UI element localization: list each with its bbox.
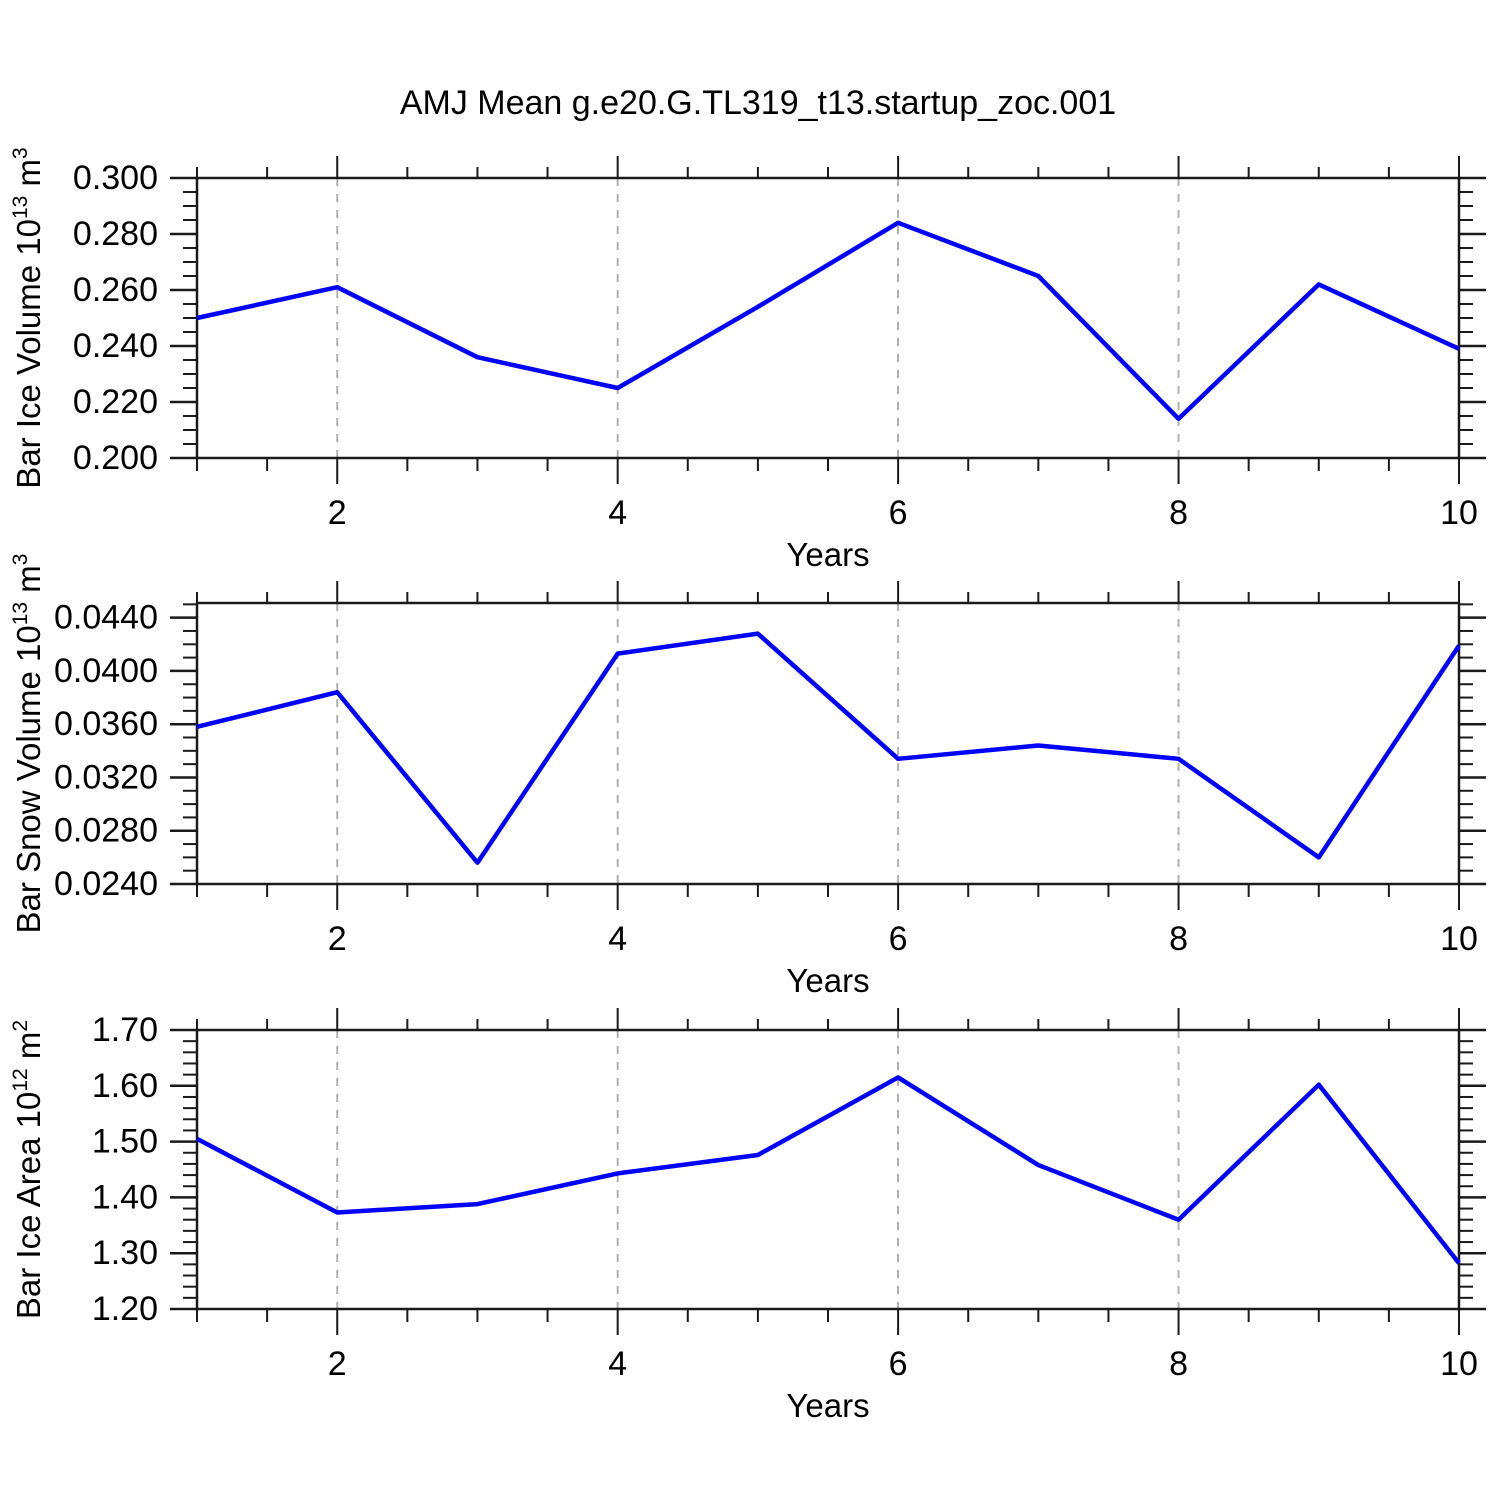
bar-ice-area-line — [195, 1075, 1461, 1265]
y-tick-label: 1.60 — [92, 1067, 158, 1105]
y-axis-title: Bar Snow Volume 1013 m3 — [9, 554, 47, 934]
y-tick-label: 1.50 — [92, 1123, 158, 1161]
x-tick-label: 4 — [608, 1345, 627, 1383]
panel-bar-ice-volume: 0.200 0.220 0.240 0.260 0.280 0.300 2 4 6 8 10 Year… — [9, 147, 1486, 573]
chart-title: AMJ Mean g.e20.G.TL319_t13.startup_zoc.0… — [399, 84, 1117, 122]
y-tick-label: 0.0240 — [54, 865, 158, 903]
x-tick-label: 8 — [1169, 494, 1188, 532]
y-tick-label: 0.200 — [73, 439, 158, 477]
panel-bar-ice-area: 1.20 1.30 1.40 1.50 1.60 1.70 2 4 6 8 10 Years Bar I… — [9, 1008, 1486, 1424]
x-tick-label: 4 — [608, 920, 627, 958]
y-tick-label: 1.20 — [92, 1290, 158, 1328]
y-tick-label: 0.260 — [73, 271, 158, 309]
x-axis-title: Years — [786, 962, 869, 999]
plot-box — [195, 1028, 1461, 1311]
panel-bar-snow-volume: 0.0240 0.0280 0.0320 0.0360 0.0400 0.0440 2 4 6 8… — [9, 554, 1486, 999]
x-tick-label: 10 — [1440, 920, 1478, 958]
y-tick-label: 1.70 — [92, 1011, 158, 1049]
x-tick-label: 6 — [889, 494, 908, 532]
y-tick-label: 0.0360 — [54, 705, 158, 743]
plot-box — [195, 176, 1461, 460]
y-tick-label: 0.220 — [73, 383, 158, 421]
bar-snow-volume-line — [196, 631, 1461, 865]
x-tick-label: 2 — [328, 920, 347, 958]
x-axis-title: Years — [786, 1387, 869, 1424]
y-tick-label: 0.300 — [73, 159, 158, 197]
y-axis-title: Bar Ice Volume 1013 m3 — [9, 147, 47, 488]
y-tick-label: 1.30 — [92, 1234, 158, 1272]
x-tick-label: 6 — [889, 920, 908, 958]
bar-ice-volume-line — [196, 220, 1460, 422]
y-tick-label: 0.0320 — [54, 758, 158, 796]
x-tick-label: 4 — [608, 494, 627, 532]
y-tick-label: 0.0440 — [54, 599, 158, 637]
y-tick-label: 0.280 — [73, 215, 158, 253]
x-tick-label: 10 — [1440, 1345, 1478, 1383]
y-tick-label: 1.40 — [92, 1178, 158, 1216]
x-tick-label: 2 — [328, 1345, 347, 1383]
x-tick-label: 8 — [1169, 920, 1188, 958]
y-tick-label: 0.240 — [73, 327, 158, 365]
x-tick-label: 10 — [1440, 494, 1478, 532]
y-tick-label: 0.0280 — [54, 812, 158, 850]
x-tick-label: 2 — [328, 494, 347, 532]
x-axis-title: Years — [786, 536, 869, 573]
plot-box — [195, 601, 1461, 886]
x-tick-label: 8 — [1169, 1345, 1188, 1383]
y-tick-label: 0.0400 — [54, 652, 158, 690]
x-tick-label: 6 — [889, 1345, 908, 1383]
y-axis-title: Bar Ice Area 1012 m2 — [9, 1020, 47, 1319]
